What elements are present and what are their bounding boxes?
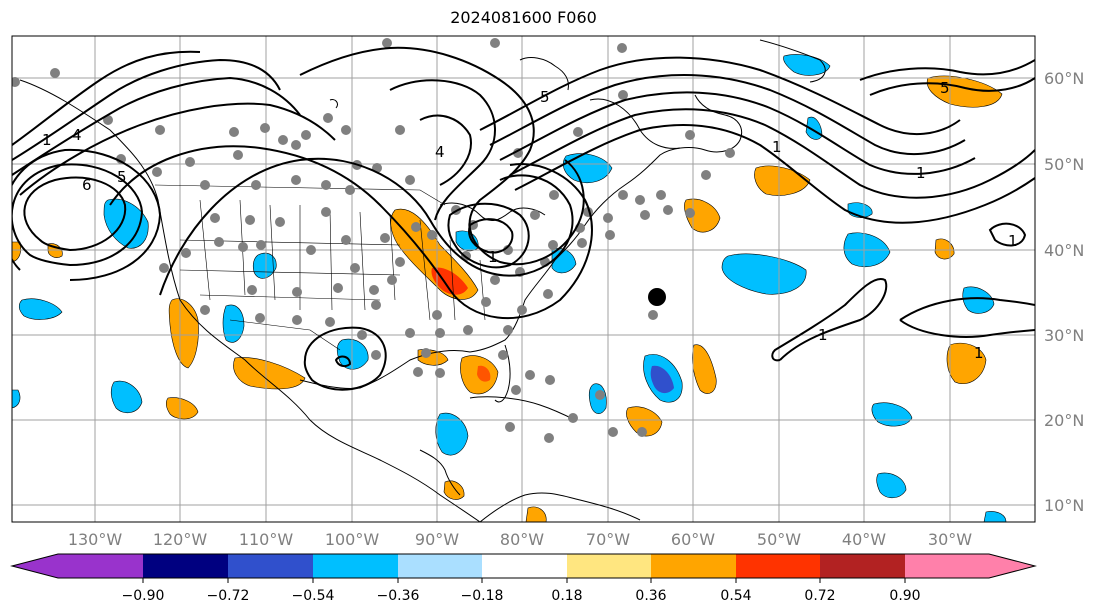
contour-label: 1: [916, 164, 926, 182]
colorbar-max-extend: [989, 554, 1035, 578]
colorbar-bin: [228, 554, 313, 578]
lat-label: 40°N: [1044, 241, 1084, 260]
positive-anomaly: [934, 238, 955, 260]
colorbar-bin: [482, 554, 567, 578]
lon-label: 80°W: [500, 530, 544, 549]
contour-label: 4: [72, 126, 82, 144]
lon-label: 70°W: [586, 530, 630, 549]
negative-anomaly: [18, 298, 63, 320]
contour-label-layer: 1 4 6 5 4 5 1 1 5 1 1 1 1: [42, 79, 1018, 362]
colorbar-bin: [905, 554, 989, 578]
colorbar-tick-label: 0.18: [551, 588, 582, 604]
contour-label: 1: [772, 138, 782, 156]
lat-label: 10°N: [1044, 496, 1084, 515]
negative-anomaly: [103, 198, 149, 249]
positive-anomaly-core: [431, 267, 468, 295]
lat-label: 50°N: [1044, 155, 1084, 174]
station-markers: [12, 38, 735, 443]
negative-anomaly: [336, 338, 369, 370]
colorbar-tick-label: 0.72: [804, 588, 835, 604]
positive-anomaly: [443, 480, 465, 500]
negative-anomaly: [562, 153, 613, 183]
colorbar-bin: [143, 554, 228, 578]
contour-label: 1: [1008, 232, 1018, 250]
lon-label: 100°W: [325, 530, 380, 549]
negative-anomaly: [110, 380, 143, 414]
latitude-axis: 60°N 50°N 40°N 30°N 20°N 10°N: [1044, 69, 1084, 515]
positive-anomaly: [165, 397, 199, 420]
colorbar-tick-label: −0.72: [207, 588, 250, 604]
colorbar-bin: [651, 554, 736, 578]
colorbar-min-extend: [12, 554, 58, 578]
contour-label: 1: [488, 248, 498, 266]
lon-label: 120°W: [153, 530, 208, 549]
colorbar-tick-label: −0.36: [377, 588, 420, 604]
colorbar-bin: [820, 554, 905, 578]
contour-label: 1: [974, 344, 984, 362]
positive-anomaly: [626, 406, 663, 437]
colorbar-tick-label: 0.36: [635, 588, 666, 604]
negative-anomaly: [876, 472, 907, 499]
colorbar-bin: [736, 554, 820, 578]
positive-anomaly: [168, 298, 199, 369]
lon-label: 130°W: [68, 530, 123, 549]
contour-lines: [12, 46, 1035, 391]
colorbar-bin: [58, 554, 143, 578]
contour-label: 5: [117, 168, 127, 186]
negative-anomaly: [222, 304, 245, 343]
coastlines: [19, 39, 826, 522]
lon-label: 30°W: [928, 530, 972, 549]
colorbar-tick-label: −0.54: [292, 588, 335, 604]
lon-label: 60°W: [671, 530, 715, 549]
contour-label: 1: [42, 131, 52, 149]
lat-label: 30°N: [1044, 326, 1084, 345]
anomaly-fill-layer: [12, 54, 1007, 522]
positive-anomaly: [525, 506, 547, 522]
positive-anomaly: [233, 357, 306, 390]
contour-label: 1: [818, 326, 828, 344]
negative-anomaly: [435, 412, 469, 456]
colorbar: −0.90 −0.72 −0.54 −0.36 −0.18 0.18 0.36 …: [10, 553, 1037, 604]
storm-center-marker: [648, 288, 666, 306]
negative-anomaly-core: [650, 365, 674, 394]
colorbar-tick-label: 0.90: [889, 588, 920, 604]
colorbar-tick-label: 0.54: [720, 588, 751, 604]
negative-anomaly: [983, 511, 1007, 522]
lat-label: 60°N: [1044, 69, 1084, 88]
contour-label: 5: [940, 79, 950, 97]
lon-label: 90°W: [415, 530, 459, 549]
lon-label: 50°W: [757, 530, 801, 549]
colorbar-bin: [313, 554, 398, 578]
longitude-axis: 130°W 120°W 110°W 100°W 90°W 80°W 70°W 6…: [68, 530, 972, 549]
positive-anomaly-core: [477, 365, 491, 382]
negative-anomaly: [721, 253, 807, 295]
contour-label: 5: [540, 88, 550, 106]
colorbar-outline: [10, 553, 1037, 579]
lon-label: 40°W: [842, 530, 886, 549]
colorbar-tick-label: −0.18: [461, 588, 504, 604]
colorbar-bin: [398, 554, 482, 578]
contour-label: 4: [435, 143, 445, 161]
colorbar-tick-label: −0.90: [122, 588, 165, 604]
lat-label: 20°N: [1044, 411, 1084, 430]
lon-label: 110°W: [239, 530, 294, 549]
contour-label: 6: [82, 176, 92, 194]
map-title: 2024081600 F060: [450, 8, 597, 27]
colorbar-bin: [567, 554, 651, 578]
positive-anomaly: [946, 342, 987, 384]
map-frame: [11, 35, 1036, 523]
